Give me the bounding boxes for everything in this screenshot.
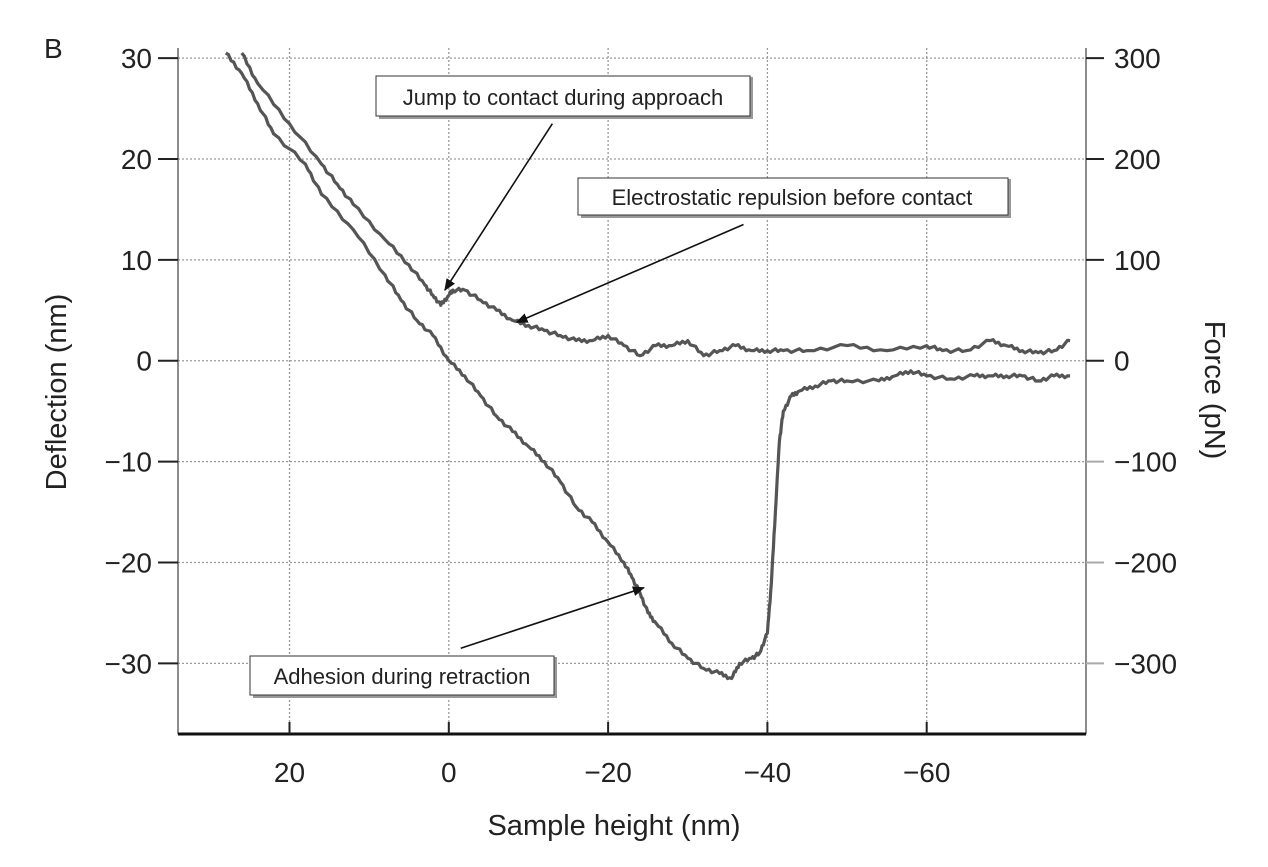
annotation-arrows <box>444 123 744 650</box>
grid <box>178 48 1086 734</box>
annotation-box <box>577 177 1009 216</box>
annotation-arrow <box>460 586 645 650</box>
annotation-text: Adhesion during retraction <box>274 664 531 689</box>
annotation-arrow <box>515 223 744 324</box>
x-tick-label: 20 <box>274 757 305 788</box>
annotation-arrow <box>444 123 554 291</box>
y2-tick-label: 0 <box>1114 346 1130 377</box>
x-tick-label: −60 <box>903 757 951 788</box>
series-line-retraction <box>224 51 1071 681</box>
series <box>224 51 1071 681</box>
y2-tick-label: −300 <box>1114 648 1177 679</box>
annotation-jump-to-contact: Jump to contact during approach <box>375 75 753 119</box>
y2-tick-label: 300 <box>1114 43 1161 74</box>
series-line-approach <box>240 51 1071 358</box>
y2-tick-label: −100 <box>1114 447 1177 478</box>
x-axis-title: Sample height (nm) <box>487 810 740 842</box>
y-tick-label: 20 <box>121 144 152 175</box>
annotation-text: Jump to contact during approach <box>403 85 723 110</box>
x-tick-label: −20 <box>584 757 632 788</box>
x-tick-label: 0 <box>441 757 457 788</box>
panel-label: B <box>44 33 63 64</box>
axis-ticks: 20 0 −20 −40 −603020100−10−20−303002001000−1… <box>105 43 1178 788</box>
y2-axis-title: Force (pN) <box>1198 321 1230 460</box>
y-axis-title: Deflection (nm) <box>41 294 73 491</box>
x-tick-label: −40 <box>744 757 792 788</box>
annotation-text: Electrostatic repulsion before contact <box>612 185 973 210</box>
annotation-box <box>375 75 751 117</box>
y2-tick-label: 100 <box>1114 245 1161 276</box>
y-tick-label: −10 <box>105 447 153 478</box>
annotation-adhesion: Adhesion during retraction <box>249 655 557 698</box>
y-tick-label: 10 <box>121 245 152 276</box>
y2-tick-label: −200 <box>1114 548 1177 579</box>
y-tick-label: −20 <box>105 548 153 579</box>
y2-tick-label: 200 <box>1114 144 1161 175</box>
annotation-box <box>249 655 555 696</box>
y-tick-label: −30 <box>105 648 153 679</box>
y-tick-label: 0 <box>136 346 152 377</box>
y-tick-label: 30 <box>121 43 152 74</box>
annotation-electrostatic-repulsion: Electrostatic repulsion before contact <box>577 177 1011 218</box>
